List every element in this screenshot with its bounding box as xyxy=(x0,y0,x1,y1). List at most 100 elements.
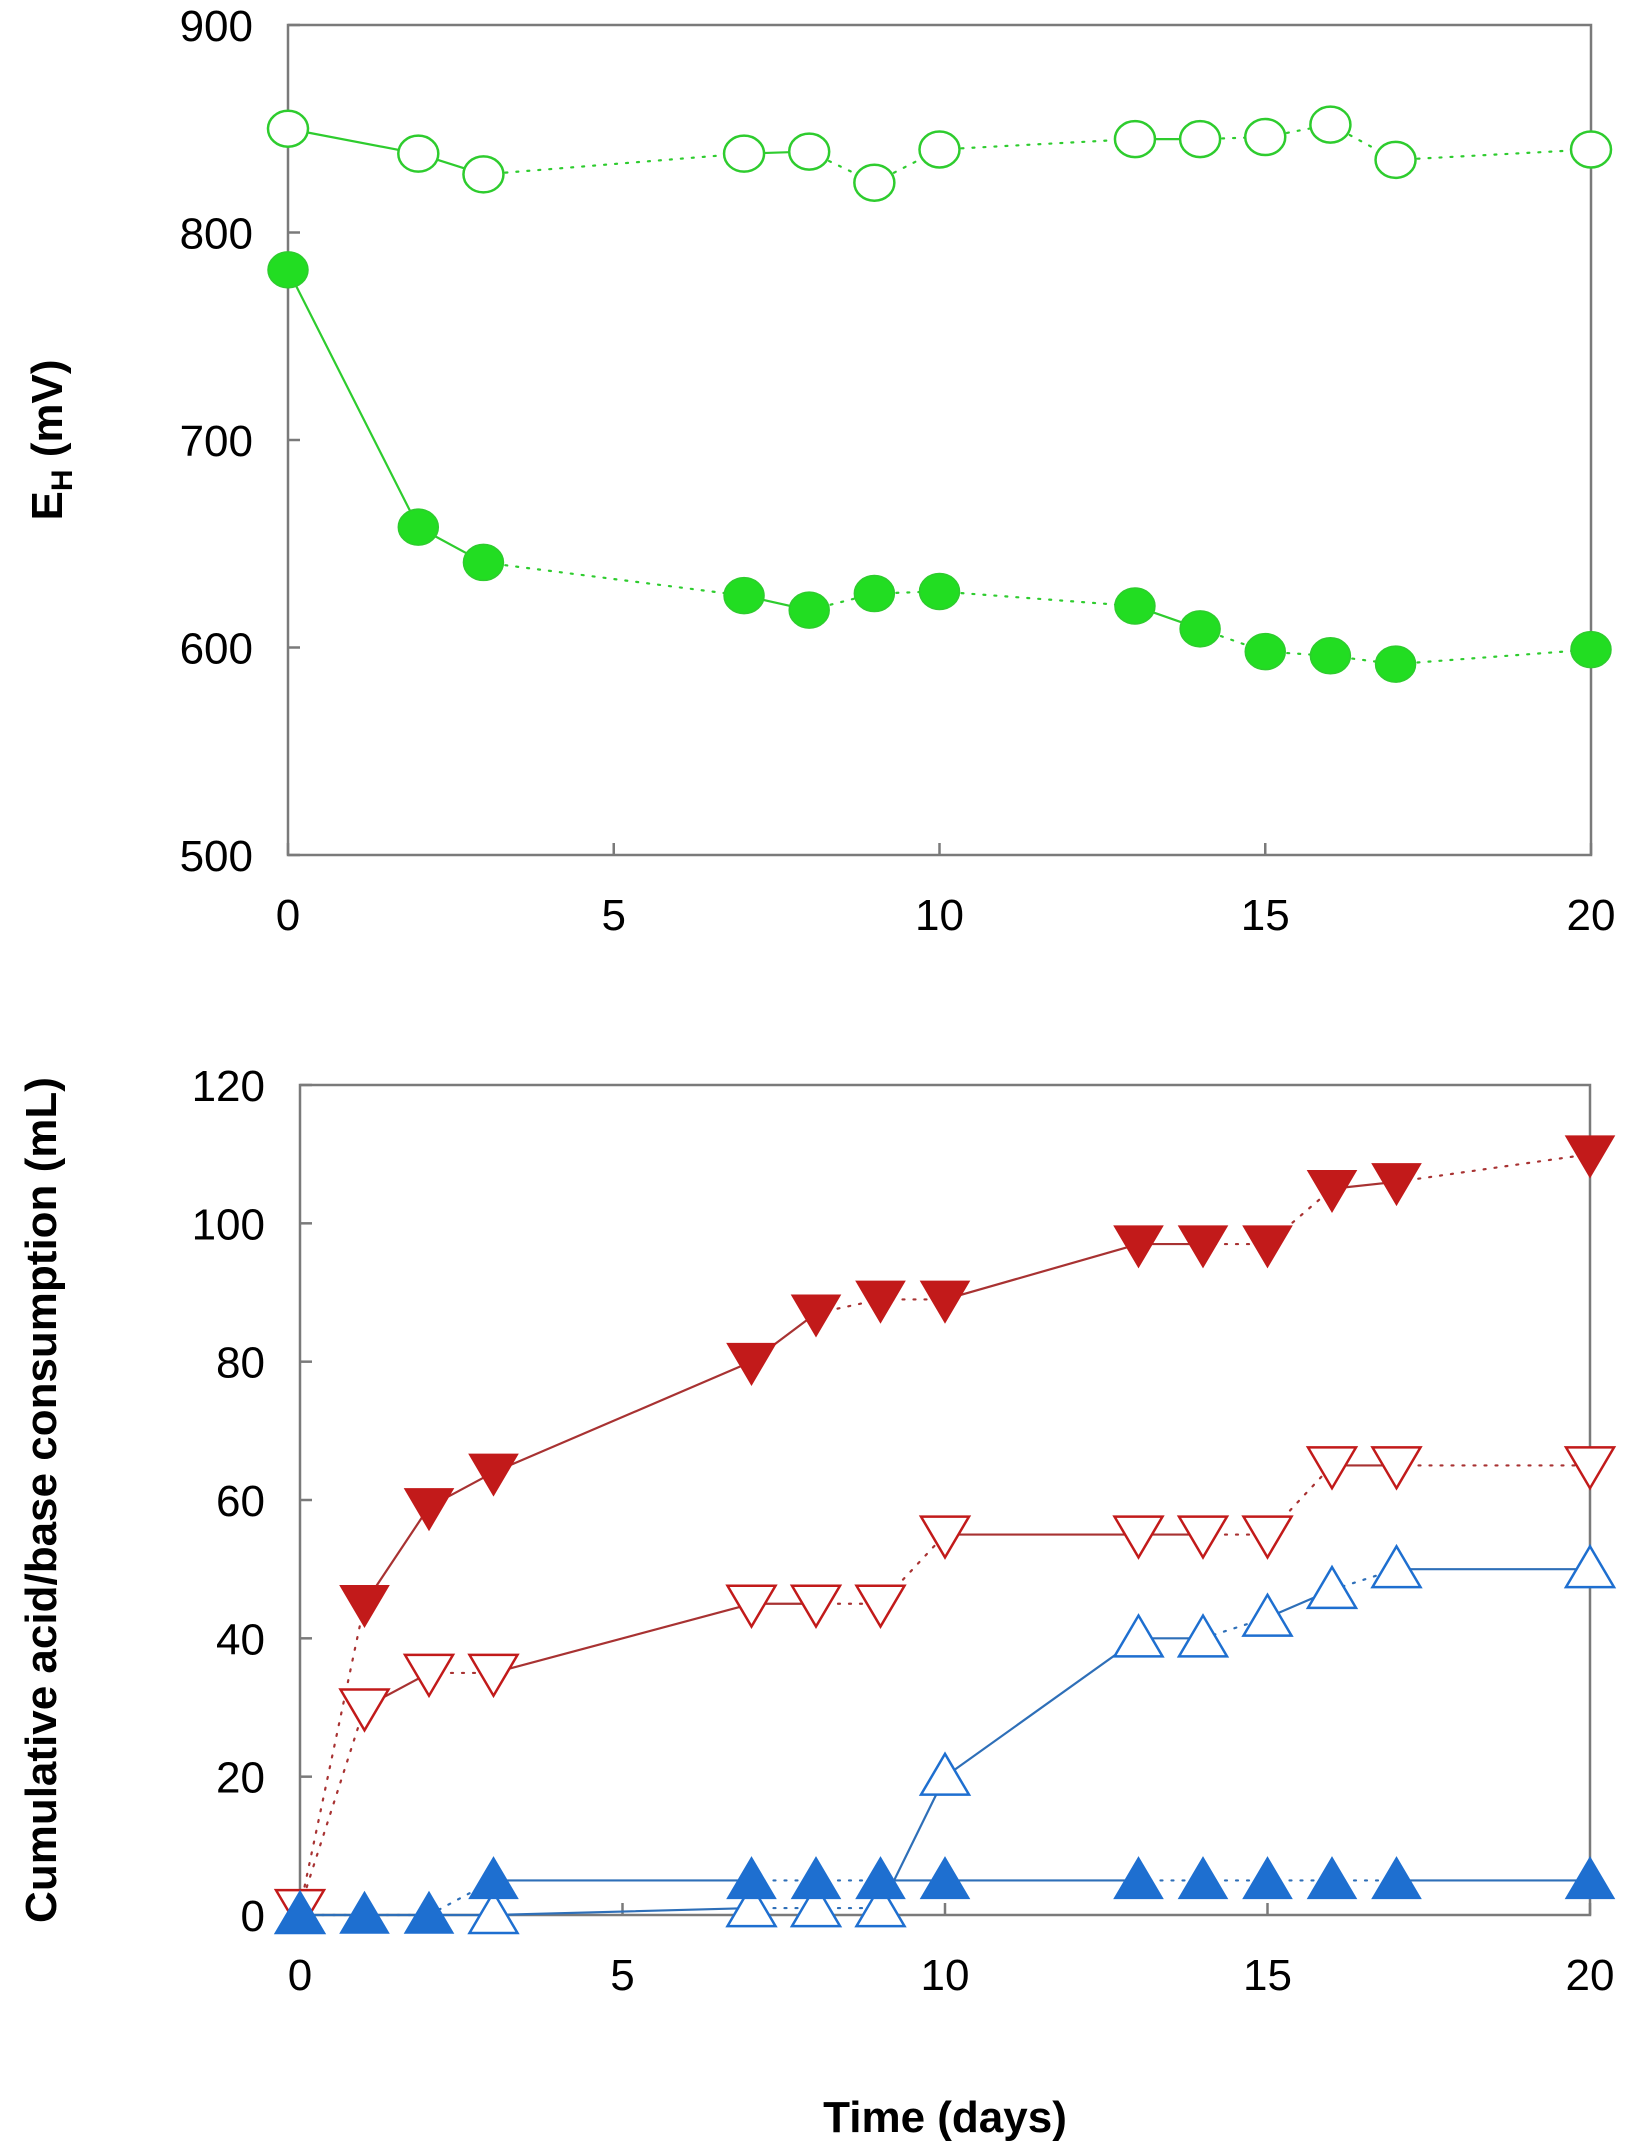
top-y-tick-label: 700 xyxy=(180,417,253,466)
bottom-x-tick-label: 10 xyxy=(921,1951,970,2000)
data-point-filled-up-triangle xyxy=(1371,1856,1422,1900)
data-point-filled-down-triangle xyxy=(726,1342,777,1386)
data-point-open-circle xyxy=(1178,119,1222,159)
top-x-tick-label: 20 xyxy=(1567,891,1616,940)
data-point-open-down-triangle xyxy=(854,1584,907,1630)
data-point-filled-up-triangle xyxy=(1306,1856,1358,1900)
series-line-segment xyxy=(1395,1153,1592,1183)
data-point-filled-circle xyxy=(1309,637,1352,675)
y-axis-title-subscript: H xyxy=(46,469,79,491)
data-point-filled-circle xyxy=(788,591,830,629)
data-point-filled-up-triangle xyxy=(1113,1856,1164,1900)
data-point-open-up-triangle xyxy=(1305,1564,1359,1610)
ticks-top: 0 5 10 15 20 500 600 700 800 900 xyxy=(180,2,1616,940)
y-axis-title-bottom: Cumulative acid/base consumption (mL) xyxy=(17,1077,66,1923)
top-x-tick-label: 5 xyxy=(602,891,626,940)
series-line-segment xyxy=(1394,148,1593,161)
bottom-y-tick-label: 20 xyxy=(216,1754,265,1803)
data-point-filled-down-triangle xyxy=(1242,1225,1293,1269)
data-point-open-down-triangle xyxy=(1305,1446,1359,1491)
series-line-segment xyxy=(943,1637,1140,1778)
data-point-filled-circle xyxy=(1244,632,1286,671)
data-point-filled-down-triangle xyxy=(1371,1163,1422,1207)
data-point-filled-down-triangle xyxy=(1177,1225,1229,1269)
data-point-open-up-triangle xyxy=(1563,1543,1617,1589)
panel-redox-potential: 0 5 10 15 20 500 600 700 800 900 EH (mV) xyxy=(23,2,1615,940)
data-point-open-down-triangle xyxy=(338,1688,391,1733)
data-point-open-up-triangle xyxy=(1370,1543,1423,1589)
data-point-filled-circle xyxy=(723,576,765,615)
data-point-open-circle xyxy=(462,155,505,194)
data-point-open-up-triangle xyxy=(854,1882,907,1928)
series-line-segment xyxy=(492,1360,753,1474)
bottom-y-tick-label: 80 xyxy=(216,1339,265,1388)
series-line-segment xyxy=(298,1602,366,1910)
y-axis-title-main: E xyxy=(23,491,72,520)
data-point-open-up-triangle xyxy=(725,1882,778,1928)
data-point-open-down-triangle xyxy=(1241,1515,1294,1560)
data-point-filled-up-triangle xyxy=(726,1856,777,1900)
series-line-segment xyxy=(1266,1464,1334,1536)
data-point-filled-circle xyxy=(1374,645,1417,683)
data-point-open-down-triangle xyxy=(1176,1515,1230,1560)
y-axis-title-top: EH (mV) xyxy=(23,359,79,520)
data-point-filled-up-triangle xyxy=(919,1856,971,1900)
data-point-open-down-triangle xyxy=(1370,1446,1423,1491)
data-point-open-circle xyxy=(722,134,766,173)
data-point-open-down-triangle xyxy=(1563,1446,1617,1491)
data-point-open-circle xyxy=(853,163,896,202)
data-point-filled-up-triangle xyxy=(468,1856,519,1900)
data-point-filled-up-triangle xyxy=(1177,1856,1229,1900)
data-point-filled-down-triangle xyxy=(855,1280,906,1324)
ticks-bottom: 0 5 10 15 20 0 20 40 60 80 100 120 xyxy=(192,1062,1615,2000)
series-line-segment xyxy=(938,590,1137,608)
data-point-filled-circle xyxy=(918,572,961,611)
bottom-x-tick-label: 0 xyxy=(288,1951,312,2000)
bottom-y-tick-label: 40 xyxy=(216,1615,265,1664)
data-point-filled-circle xyxy=(462,543,505,582)
data-point-open-down-triangle xyxy=(789,1584,843,1630)
series-line-segment xyxy=(286,127,420,155)
x-axis-title: Time (days) xyxy=(823,2093,1067,2142)
series-filled-down-triangle xyxy=(274,1135,1616,1933)
top-y-tick-label: 800 xyxy=(180,210,253,259)
top-y-tick-label: 900 xyxy=(180,2,253,51)
data-point-filled-up-triangle xyxy=(274,1890,326,1934)
data-point-filled-down-triangle xyxy=(1113,1225,1164,1269)
top-x-tick-label: 10 xyxy=(915,891,964,940)
top-x-tick-label: 0 xyxy=(276,891,300,940)
data-point-filled-circle xyxy=(1570,630,1612,669)
data-point-open-up-triangle xyxy=(1241,1592,1294,1637)
bottom-y-tick-label: 60 xyxy=(216,1477,265,1526)
data-point-filled-circle xyxy=(397,508,440,546)
bottom-y-tick-label: 0 xyxy=(241,1892,265,1941)
bottom-x-tick-label: 5 xyxy=(610,1951,634,2000)
data-point-open-down-triangle xyxy=(402,1653,456,1699)
data-point-filled-up-triangle xyxy=(339,1890,390,1934)
series-bottom xyxy=(273,1135,1617,1935)
data-point-filled-up-triangle xyxy=(790,1856,842,1900)
data-point-filled-down-triangle xyxy=(1306,1170,1358,1214)
data-point-filled-down-triangle xyxy=(468,1453,519,1497)
data-point-filled-up-triangle xyxy=(1242,1856,1293,1900)
bottom-x-tick-label: 15 xyxy=(1243,1951,1292,2000)
data-point-filled-down-triangle xyxy=(403,1488,455,1532)
data-point-open-circle xyxy=(1569,130,1613,169)
data-point-open-up-triangle xyxy=(1112,1613,1165,1658)
series-line-segment xyxy=(879,1533,947,1605)
series-line-segment xyxy=(482,561,746,597)
data-point-open-up-triangle xyxy=(467,1889,520,1935)
data-point-filled-up-triangle xyxy=(855,1856,906,1900)
data-point-open-circle xyxy=(1244,117,1287,157)
data-point-open-circle xyxy=(787,132,831,171)
series-open-circle xyxy=(266,105,1613,202)
bottom-y-tick-label: 120 xyxy=(192,1062,265,1111)
data-point-open-circle xyxy=(1113,119,1157,159)
data-point-open-up-triangle xyxy=(1176,1613,1230,1658)
data-point-filled-down-triangle xyxy=(919,1280,971,1324)
data-point-filled-down-triangle xyxy=(339,1585,390,1629)
data-point-filled-circle xyxy=(1179,610,1221,648)
top-y-tick-label: 500 xyxy=(180,832,253,881)
